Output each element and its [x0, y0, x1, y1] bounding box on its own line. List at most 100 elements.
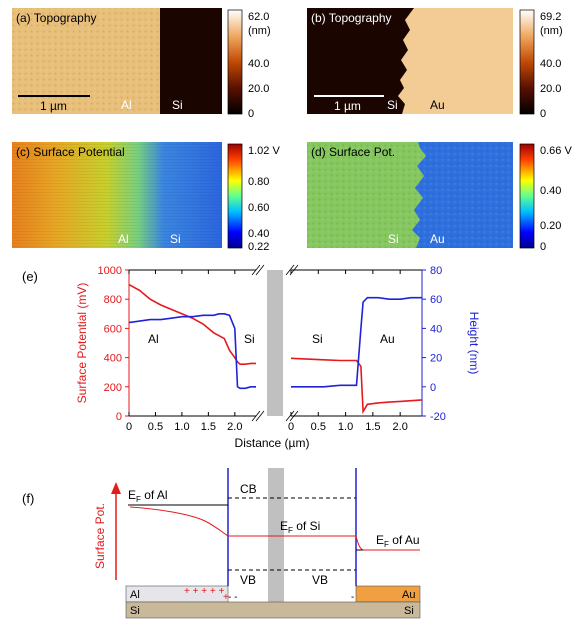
- colorbar-tick: 1.02 V: [248, 145, 280, 157]
- panel-a-label: (a) Topography: [16, 11, 97, 25]
- colorbar-tick: 0: [540, 108, 546, 120]
- colorbar: [227, 143, 243, 249]
- material-label-si: Si: [387, 98, 398, 112]
- ef-suffix: of Si: [293, 519, 320, 533]
- panel-b-label: (b) Topography: [311, 11, 392, 25]
- ef-al-label: EF of Al: [128, 488, 168, 504]
- ef-symbol: E: [128, 488, 136, 502]
- colorbar: [519, 9, 535, 115]
- y-tick-label: 800: [104, 294, 122, 306]
- y-tick-label: 1000: [98, 265, 122, 277]
- x-tick-label: 0.5: [311, 421, 326, 433]
- panel-e-label: (e): [22, 269, 38, 284]
- y-tick-label-right: -20: [430, 411, 446, 423]
- ef-subscript: F: [384, 540, 389, 549]
- y-axis-label: Surface Potential (mV): [75, 283, 89, 404]
- ef-au-label: EF of Au: [376, 533, 420, 549]
- x-tick-label: 0: [126, 421, 132, 433]
- ef-suffix: of Au: [389, 533, 420, 547]
- band-diagram: (f) Surface Pot. Al Au Si Si + + + + + +…: [22, 468, 421, 619]
- colorbar-tick: 62.0: [248, 11, 269, 23]
- negative-charges: - -: [228, 592, 237, 603]
- material-label-au: Au: [430, 98, 445, 112]
- panel-c-label: (c) Surface Potential: [16, 145, 125, 159]
- x-tick-label: 0.5: [148, 421, 163, 433]
- potential-profile: [129, 506, 420, 551]
- colorbar-tick: 0.22: [248, 241, 269, 253]
- cb-label: CB: [240, 482, 257, 496]
- material-label-si: Si: [388, 232, 399, 246]
- ef-symbol: E: [376, 533, 384, 547]
- region-label-si: Si: [312, 332, 323, 346]
- topo-au-region: [398, 8, 513, 114]
- panel-d: (d) Surface Pot. Si Au 0.66 V 0.40 0.20 …: [307, 142, 572, 253]
- y-tick-label-right: 40: [430, 323, 442, 335]
- axis-break-band: [268, 468, 284, 618]
- potential-series-line: [128, 283, 256, 366]
- colorbar-tick: 0: [248, 108, 254, 120]
- colorbar-tick: 0.40: [540, 185, 561, 197]
- colorbar-tick: 0.20: [540, 220, 561, 232]
- y-tick-label: 0: [116, 411, 122, 423]
- height-series-line: [128, 312, 256, 390]
- colorbar: [227, 9, 243, 115]
- x-tick-label: 1.5: [365, 421, 380, 433]
- ef-suffix: of Al: [141, 488, 168, 502]
- material-label-si: Si: [170, 232, 181, 246]
- scale-bar-label: 1 µm: [334, 99, 361, 113]
- panel-c: (c) Surface Potential Al Si 1.02 V 0.80 …: [12, 142, 280, 253]
- x-tick-label: 1.0: [174, 421, 189, 433]
- y-tick-label-right: 80: [430, 265, 442, 277]
- x-axis-label: Distance (µm): [235, 436, 310, 450]
- panel-a: (a) Topography 1 µm Al Si 62.0 (nm) 40.0…: [12, 8, 271, 120]
- colorbar-unit: (nm): [248, 25, 271, 37]
- colorbar-tick: 0.40: [248, 228, 269, 240]
- arrow-up-icon: [111, 482, 121, 494]
- ef-subscript: F: [288, 526, 293, 535]
- x-tick-label: 1.5: [201, 421, 216, 433]
- height-series-line: [291, 296, 422, 388]
- colorbar-tick: 0.80: [248, 176, 269, 188]
- region-label-au: Au: [380, 332, 395, 346]
- y-tick-label-right: 60: [430, 294, 442, 306]
- ef-symbol: E: [280, 519, 288, 533]
- x-tick-label: 0: [288, 421, 294, 433]
- ef-si-label: EF of Si: [280, 519, 320, 535]
- x-tick-label: 1.0: [338, 421, 353, 433]
- colorbar-unit: (nm): [540, 25, 563, 37]
- positive-charges: + + + + +: [184, 586, 224, 597]
- y-tick-label: 600: [104, 323, 122, 335]
- colorbar-tick: 0.66 V: [540, 145, 572, 157]
- colorbar-tick: 40.0: [248, 58, 269, 70]
- colorbar-tick: 40.0: [540, 58, 561, 70]
- material-label-al: Al: [118, 232, 129, 246]
- colorbar-tick: 0.60: [248, 202, 269, 214]
- au-label: Au: [402, 589, 415, 601]
- colorbar-tick: 20.0: [248, 83, 269, 95]
- potential-texture: [307, 142, 513, 248]
- y-tick-label: 400: [104, 353, 122, 365]
- material-label-au: Au: [430, 232, 445, 246]
- ef-subscript: F: [136, 495, 141, 504]
- colorbar-tick: 20.0: [540, 83, 561, 95]
- panel-f-label: (f): [22, 491, 34, 506]
- al-label: Al: [130, 589, 140, 601]
- region-label-si: Si: [244, 332, 255, 346]
- colorbar: [519, 143, 535, 249]
- si-label: Si: [130, 605, 140, 617]
- material-label-al: Al: [121, 98, 132, 112]
- colorbar-tick: 69.2: [540, 11, 561, 23]
- x-tick-label: 2.0: [227, 421, 242, 433]
- vb-label: VB: [240, 573, 256, 587]
- plot-frame: [291, 269, 422, 417]
- negative-charge: -: [351, 592, 354, 603]
- si-label: Si: [404, 605, 414, 617]
- material-label-si: Si: [172, 98, 183, 112]
- topo-si-region: [160, 8, 222, 114]
- colorbar-tick: 0: [540, 241, 546, 253]
- vb-label: VB: [312, 573, 328, 587]
- y-tick-label-right: 20: [430, 353, 442, 365]
